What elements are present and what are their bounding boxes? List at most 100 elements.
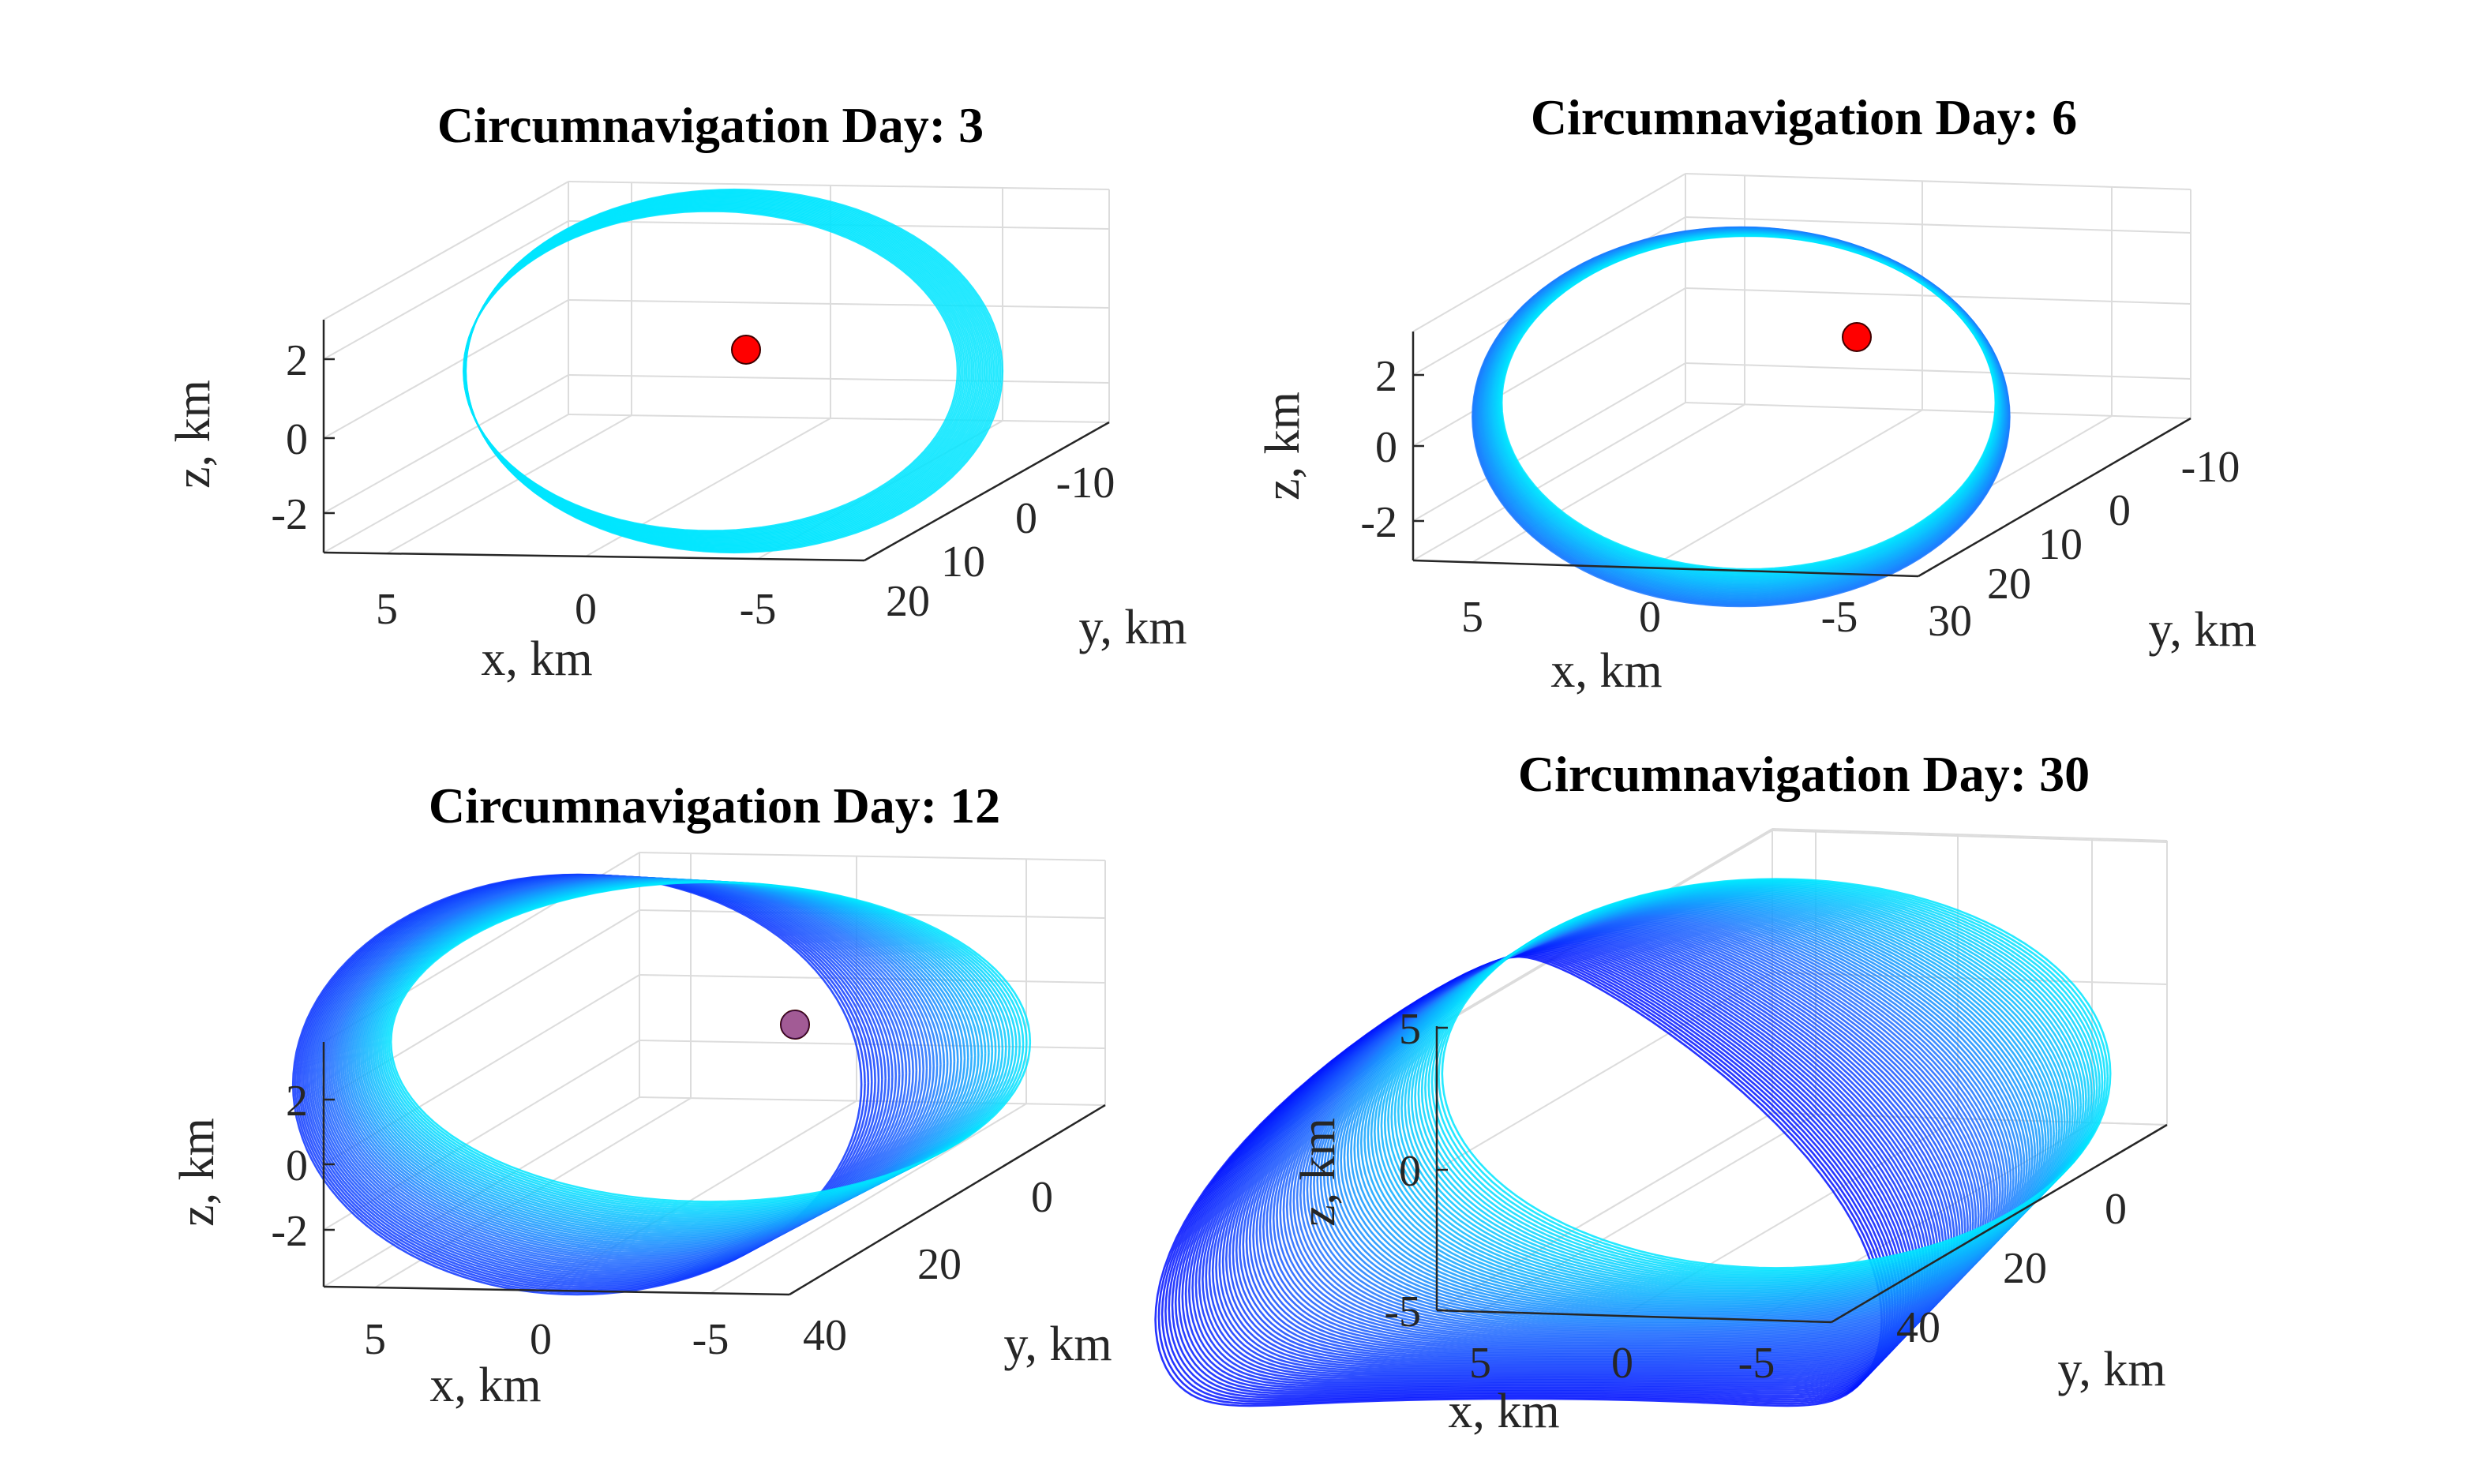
- y-axis-label: y, km: [1078, 601, 1187, 654]
- z-tick-label: 0: [286, 1141, 308, 1190]
- x-tick-label: -5: [692, 1315, 729, 1364]
- target-point: [1842, 322, 1872, 352]
- grid-line: [1412, 287, 1686, 447]
- x-tick-label: 5: [1469, 1339, 1491, 1388]
- trajectory-loop: [1198, 943, 1918, 1381]
- y-axis: [864, 421, 1110, 562]
- trajectory-loop: [1393, 890, 2074, 1291]
- y-tick-label: 0: [1031, 1173, 1053, 1222]
- grid-line: [568, 181, 1110, 190]
- grid-line: [568, 414, 1110, 423]
- x-axis: [1436, 1309, 1832, 1324]
- grid-line: [1649, 409, 1923, 569]
- trajectory-loop: [1258, 927, 1966, 1352]
- grid-line: [323, 299, 569, 439]
- x-axis-label: x, km: [481, 632, 592, 686]
- trajectory-loop: [1205, 942, 1923, 1377]
- trajectory-loop: [1181, 948, 1905, 1391]
- trajectory-loop: [1255, 928, 1964, 1354]
- z-tick-label: 0: [1399, 1147, 1421, 1196]
- trajectory-loop: [1316, 912, 2012, 1326]
- trajectory-loop: [1430, 880, 2104, 1274]
- trajectory: [1472, 226, 2011, 608]
- chart-title: Circumnavigation Day: 12: [429, 778, 1000, 834]
- z-axis-label: z, km: [1292, 1118, 1345, 1227]
- y-axis-label: y, km: [2148, 603, 2256, 657]
- trajectory-loop: [1407, 886, 2085, 1285]
- trajectory-loop: [1346, 903, 2037, 1313]
- grid-line: [1772, 830, 2168, 843]
- y-tick-label: 0: [2105, 1185, 2127, 1234]
- y-tick-label: 40: [1896, 1303, 1940, 1352]
- trajectory-loop: [1157, 954, 1886, 1405]
- y-tick-label: 20: [1987, 560, 2031, 609]
- y-tick-label: 20: [2003, 1244, 2047, 1293]
- panel-4: 5 0 -5 5 0 -5 0 20 40 x, km y, km z, km Circumnaviga…: [1154, 746, 2168, 1438]
- trajectory-loop: [1191, 945, 1913, 1385]
- grid-line: [1685, 362, 2191, 380]
- trajectory-loop: [1160, 954, 1888, 1403]
- z-tick-label: 0: [286, 415, 308, 464]
- trajectory-loop: [1420, 883, 2096, 1279]
- trajectory-loop: [1340, 905, 2031, 1316]
- x-tick-label: 5: [1461, 593, 1483, 642]
- y-axis-label: y, km: [2057, 1343, 2165, 1396]
- trajectory-loop: [1235, 933, 1948, 1363]
- chart-title: Circumnavigation Day: 6: [1531, 89, 2077, 145]
- grid-line: [1412, 402, 1686, 561]
- trajectory: [463, 188, 1004, 554]
- grid-line: [639, 852, 1106, 861]
- grid-line: [323, 181, 569, 320]
- y-tick-label: 0: [2109, 486, 2131, 535]
- trajectory: [291, 873, 1032, 1296]
- z-tick-label: -2: [271, 1207, 308, 1256]
- trajectory-loop: [1242, 931, 1953, 1360]
- x-tick-label: 0: [530, 1315, 552, 1364]
- trajectory-loop: [1397, 890, 2077, 1290]
- grid-line: [323, 374, 569, 514]
- trajectory-loop: [463, 210, 958, 532]
- grid-line: [1472, 403, 1745, 564]
- grid-line: [639, 1040, 1106, 1049]
- y-axis: [789, 1104, 1106, 1296]
- x-tick-label: -5: [1738, 1339, 1775, 1388]
- grid-line: [568, 299, 1110, 309]
- z-tick-label: -2: [1360, 498, 1397, 547]
- trajectory-loop: [1279, 921, 1982, 1343]
- trajectory-loop: [1218, 938, 1934, 1371]
- z-tick-label: 2: [1375, 352, 1397, 401]
- trajectory-loop: [1441, 878, 2112, 1269]
- trajectory-loop: [1336, 906, 2028, 1317]
- trajectory-loop: [1343, 904, 2034, 1314]
- trajectory-loop: [1184, 947, 1907, 1389]
- trajectory-loop: [1319, 910, 2015, 1325]
- trajectory-loop: [1239, 932, 1951, 1362]
- y-axis-label: y, km: [1003, 1317, 1112, 1371]
- grid-line: [386, 414, 632, 555]
- x-tick-label: 5: [376, 585, 398, 634]
- trajectory-loop: [1276, 922, 1980, 1345]
- z-axis-label: z, km: [1256, 392, 1310, 500]
- grid-line: [1685, 173, 2191, 190]
- x-axis: [1412, 559, 1919, 578]
- trajectory-loop: [1221, 937, 1936, 1370]
- grid-line: [1685, 402, 2191, 419]
- trajectory-loop: [1373, 896, 2058, 1300]
- trajectory-loop: [1245, 931, 1955, 1358]
- trajectory-loop: [1232, 935, 1945, 1365]
- trajectory-loop: [1363, 898, 2050, 1305]
- trajectory-loop: [1252, 929, 1961, 1355]
- trajectory-loop: [1202, 942, 1921, 1380]
- x-axis-label: x, km: [429, 1358, 541, 1412]
- trajectory-loop: [1387, 892, 2068, 1294]
- trajectory-loop: [1194, 944, 1915, 1383]
- chart-title: Circumnavigation Day: 3: [437, 97, 984, 153]
- trajectory-loop: [1171, 950, 1896, 1396]
- trajectory-loop: [1500, 234, 1997, 571]
- grid-line: [1685, 216, 2191, 234]
